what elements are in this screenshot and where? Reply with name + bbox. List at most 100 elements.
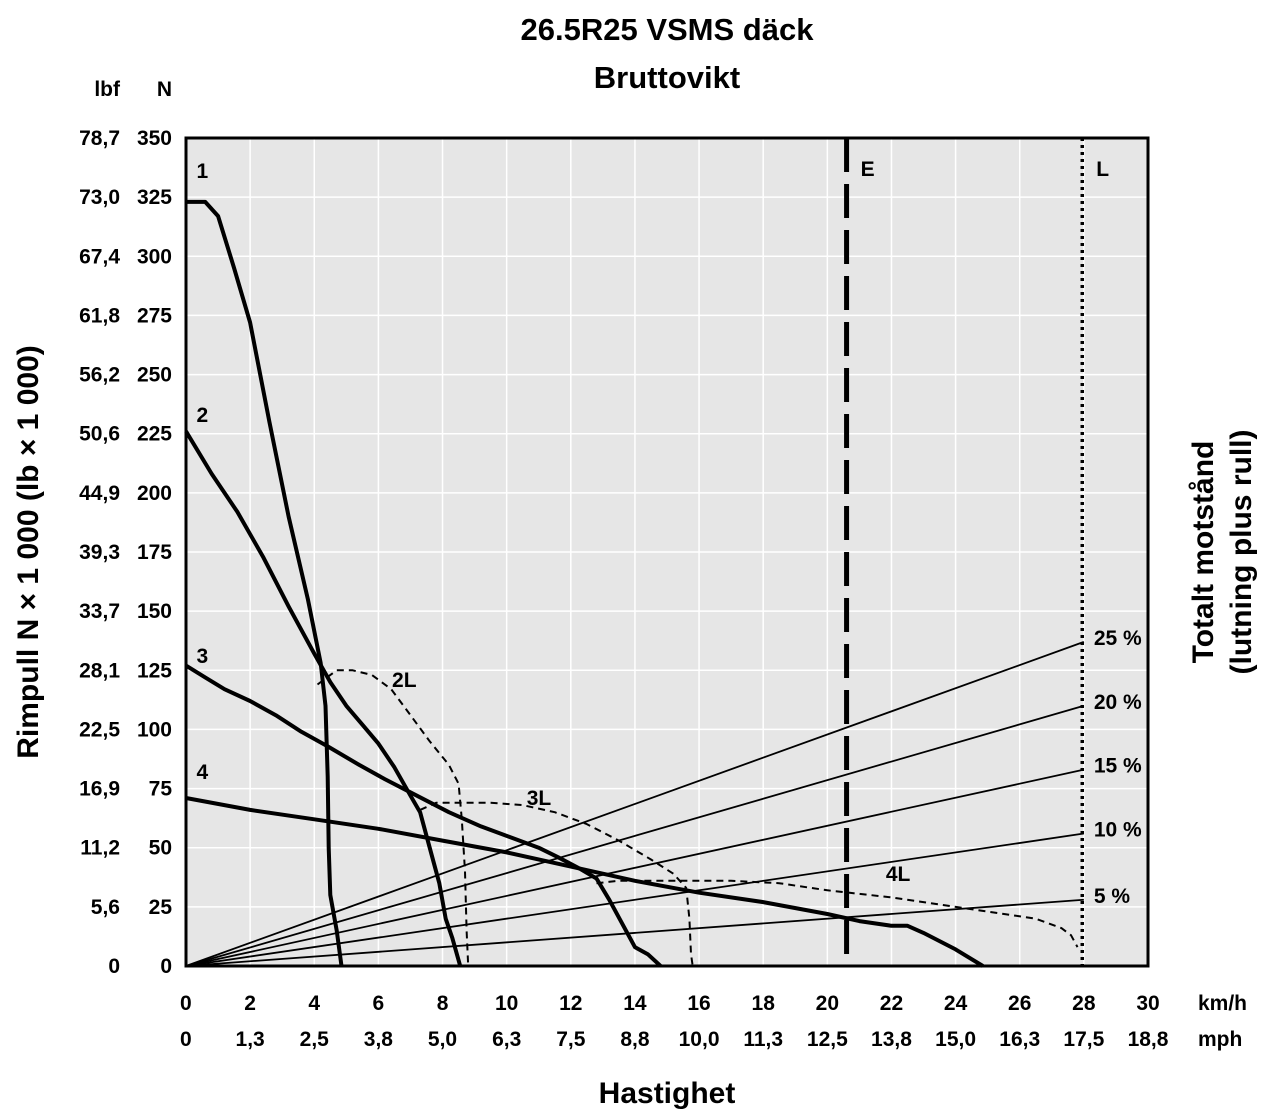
y-unit-n: N (157, 78, 172, 101)
y-axis-ticks: 0 0 25 5,6 50 11,2 75 16,9 100 22,5 125 28,1 150 33,7… (79, 127, 172, 978)
y-tick-label-lbf: 22,5 (79, 718, 120, 741)
x-tick-label-kmh: 8 (437, 992, 449, 1015)
x-tick-label-mph: 5,0 (428, 1028, 457, 1051)
x-tick-label-mph: 11,3 (743, 1028, 783, 1051)
y-tick-label-lbf: 73,0 (79, 186, 120, 209)
y-tick-label-n: 75 (149, 778, 173, 801)
x-unit-kmh: km/h (1198, 992, 1247, 1015)
series-label: 4L (886, 863, 911, 886)
x-axis-title: Hastighet (599, 1077, 736, 1110)
x-tick-label-mph: 17,5 (1063, 1028, 1104, 1051)
series-line (316, 669, 470, 967)
x-tick-label-mph: 0 (180, 1028, 192, 1051)
y-tick-label-n: 275 (137, 304, 172, 327)
y-tick-label-n: 25 (149, 896, 173, 919)
plot-frame (184, 136, 1150, 968)
series-line (186, 199, 344, 967)
grade-line (185, 898, 1084, 967)
grade-line (185, 832, 1084, 967)
x-tick-label-kmh: 0 (180, 992, 192, 1015)
y-tick-label-lbf: 50,6 (79, 423, 120, 446)
series-label: 3L (527, 787, 552, 810)
vertical-marker-label: L (1096, 158, 1109, 181)
x-tick-label-mph: 7,5 (556, 1028, 586, 1051)
y-tick-label-lbf: 61,8 (79, 304, 120, 327)
y-tick-label-n: 225 (137, 423, 172, 446)
x-tick-label-kmh: 2 (244, 992, 256, 1015)
x-tick-label-mph: 8,8 (620, 1028, 650, 1051)
y-tick-label-n: 0 (160, 955, 172, 978)
series-label: 2L (392, 669, 417, 692)
grade-line-label: 25 % (1094, 627, 1142, 650)
x-tick-label-mph: 1,3 (236, 1028, 265, 1051)
series-line (419, 801, 694, 967)
series-line (185, 796, 984, 968)
y-tick-label-n: 350 (137, 127, 172, 150)
x-tick-label-kmh: 12 (559, 992, 582, 1015)
y-tick-label-n: 250 (137, 364, 172, 387)
x-tick-label-kmh: 20 (816, 992, 839, 1015)
x-tick-label-kmh: 16 (687, 992, 710, 1015)
x-tick-label-mph: 3,8 (364, 1028, 394, 1051)
series-group: 1 2 3 4 2L 3L 4L (184, 160, 1079, 968)
chart-title: 26.5R25 VSMS däck (521, 12, 815, 47)
y-tick-label-n: 100 (137, 718, 172, 741)
x-tick-label-kmh: 26 (1008, 992, 1031, 1015)
y-tick-label-lbf: 67,4 (79, 245, 120, 268)
x-tick-label-mph: 15,0 (935, 1028, 976, 1051)
y-tick-label-lbf: 78,7 (79, 127, 120, 150)
right-axis-title: Totalt motstånd (lutning plus rull) (1187, 430, 1258, 675)
x-tick-label-kmh: 14 (623, 992, 647, 1015)
y-axis-title: Rimpull N × 1 000 (lb × 1 000) (12, 345, 45, 759)
y-tick-label-lbf: 11,2 (80, 837, 120, 860)
x-axis-ticks: 0 0 2 1,3 4 2,5 6 3,8 8 5,0 10 6,3 12 7,5 14 8,8 16 10,0 1… (180, 992, 1169, 1051)
x-tick-label-kmh: 22 (880, 992, 903, 1015)
vertical-marker-label: E (861, 158, 875, 181)
y-tick-label-lbf: 39,3 (79, 541, 120, 564)
y-tick-label-n: 50 (149, 837, 172, 860)
y-tick-label-lbf: 5,6 (91, 896, 120, 919)
y-tick-label-n: 300 (137, 245, 172, 268)
y-tick-label-lbf: 56,2 (79, 364, 120, 387)
x-tick-label-mph: 2,5 (300, 1028, 330, 1051)
y-tick-label-n: 175 (137, 541, 172, 564)
x-tick-label-kmh: 30 (1136, 992, 1159, 1015)
chart-subtitle: Bruttovikt (594, 60, 740, 95)
grade-line-label: 5 % (1094, 885, 1131, 908)
y-tick-label-n: 150 (137, 600, 172, 623)
grade-line-label: 20 % (1094, 691, 1142, 714)
x-tick-label-kmh: 28 (1072, 992, 1096, 1015)
x-tick-label-mph: 10,0 (679, 1028, 720, 1051)
grade-lines: 25 % 20 % 15 % 10 % 5 % (185, 627, 1142, 967)
grade-line-label: 15 % (1094, 755, 1142, 778)
y-tick-label-lbf: 33,7 (79, 600, 120, 623)
y-tick-label-lbf: 44,9 (79, 482, 120, 505)
grade-line (185, 641, 1085, 967)
right-axis-title-line2: (lutning plus rull) (1225, 430, 1258, 675)
series-label: 1 (196, 160, 208, 183)
series-line (596, 879, 1079, 948)
y-tick-label-lbf: 28,1 (79, 659, 120, 682)
series-label: 3 (196, 645, 208, 668)
x-tick-label-mph: 6,3 (492, 1028, 521, 1051)
x-tick-label-kmh: 24 (944, 992, 968, 1015)
y-tick-label-n: 200 (137, 482, 172, 505)
y-tick-label-lbf: 0 (108, 955, 120, 978)
x-tick-label-mph: 13,8 (871, 1028, 912, 1051)
x-unit-mph: mph (1198, 1028, 1242, 1051)
x-tick-label-kmh: 6 (373, 992, 385, 1015)
x-tick-label-mph: 16,3 (999, 1028, 1040, 1051)
y-tick-label-n: 325 (137, 186, 172, 209)
x-tick-label-mph: 18,8 (1128, 1028, 1169, 1051)
y-tick-label-n: 125 (137, 659, 172, 682)
right-axis-title-line1: Totalt motstånd (1187, 441, 1220, 664)
x-tick-label-kmh: 10 (495, 992, 518, 1015)
x-tick-label-kmh: 4 (308, 992, 320, 1015)
y-unit-lbf: lbf (94, 78, 121, 101)
x-tick-label-kmh: 18 (752, 992, 776, 1015)
series-line (184, 430, 463, 967)
series-label: 4 (196, 761, 208, 784)
grade-line-label: 10 % (1094, 819, 1142, 842)
series-line (184, 663, 662, 968)
